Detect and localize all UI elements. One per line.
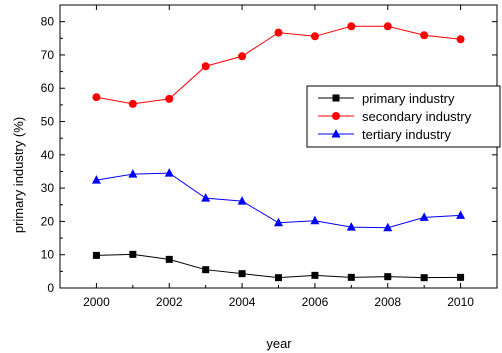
- y-axis-title: primary industry (%): [11, 117, 26, 233]
- data-point: [202, 266, 210, 274]
- x-tick-label: 2010: [447, 295, 474, 309]
- y-tick-label: 70: [41, 48, 55, 62]
- y-tick-label: 50: [41, 115, 55, 129]
- y-tick-label: 30: [41, 181, 55, 195]
- data-point: [128, 169, 138, 178]
- y-tick-label: 80: [41, 15, 55, 29]
- y-tick-label: 60: [41, 81, 55, 95]
- data-point: [129, 250, 137, 258]
- data-point: [91, 175, 101, 184]
- data-point: [274, 217, 283, 227]
- data-point: [237, 196, 247, 205]
- data-point: [238, 270, 246, 278]
- data-point: [201, 193, 211, 202]
- legend-label: tertiary industry: [362, 127, 451, 142]
- data-point: [311, 271, 319, 279]
- data-point: [165, 255, 173, 263]
- data-point: [457, 273, 465, 281]
- data-point: [346, 222, 356, 231]
- x-tick-label: 2004: [229, 295, 256, 309]
- data-point: [347, 22, 356, 31]
- data-point: [310, 215, 320, 225]
- data-point: [456, 35, 465, 44]
- legend-label: secondary industry: [362, 109, 472, 124]
- data-point: [128, 99, 137, 108]
- data-point: [420, 31, 429, 40]
- data-point: [384, 273, 392, 281]
- legend-marker: [332, 112, 340, 120]
- data-point: [274, 28, 283, 37]
- series-tertiary-industry: [91, 168, 466, 232]
- data-point: [419, 212, 429, 221]
- data-point: [165, 94, 174, 103]
- data-point: [347, 273, 355, 281]
- data-point: [275, 274, 282, 282]
- y-tick-label: 20: [41, 214, 55, 228]
- y-tick-label: 10: [41, 248, 55, 262]
- data-point: [92, 251, 100, 259]
- data-point: [164, 168, 174, 177]
- y-tick-label: 0: [47, 281, 54, 295]
- series-secondary-industry: [92, 22, 465, 108]
- data-point: [383, 222, 393, 232]
- data-point: [420, 274, 428, 282]
- axes: 0 10 20 30 40 50 60 70 80 2000 2002 2004 2006 2008 201…: [41, 4, 498, 309]
- x-tick-label: 2008: [374, 295, 401, 309]
- x-tick-label: 2002: [156, 295, 183, 309]
- x-tick-label: 2000: [83, 295, 110, 309]
- data-point: [456, 210, 466, 219]
- x-axis-title: year: [266, 336, 292, 351]
- legend-marker: [331, 129, 341, 138]
- legend-label: primary industry: [362, 91, 455, 106]
- data-point: [238, 52, 247, 61]
- x-tick-label: 2006: [302, 295, 329, 309]
- series-primary-industry: [92, 250, 465, 282]
- data-point: [92, 93, 101, 102]
- y-tick-label: 40: [41, 148, 55, 162]
- series-group: [91, 22, 466, 282]
- legend-marker: [332, 94, 340, 102]
- data-point: [383, 22, 392, 31]
- legend: primary industry secondary industry tertia…: [306, 85, 501, 148]
- data-point: [310, 32, 319, 41]
- data-point: [201, 62, 210, 71]
